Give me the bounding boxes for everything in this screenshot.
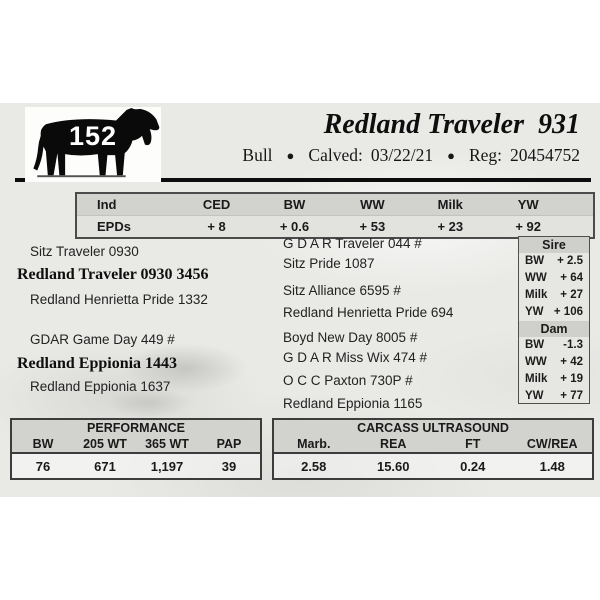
pedigree-gen3-item: Boyd New Day 8005 # [283, 330, 418, 345]
carc-cwrea-value: 1.48 [539, 458, 565, 474]
carcass-ultrasound-table: CARCASS ULTRASOUND Marb. REA FT CW/REA 2… [272, 418, 594, 480]
carc-ft-value: 0.24 [460, 458, 486, 474]
epd-col-ind: Ind [97, 197, 117, 212]
trait-label: Milk [525, 289, 548, 301]
header-divider [15, 178, 591, 182]
epd-col-bw: BW [283, 197, 306, 212]
pedigree-gen3-item: Sitz Alliance 6595 # [283, 283, 401, 298]
trait-label: YW [525, 306, 544, 318]
carc-col-rea: REA [380, 436, 407, 451]
trait-value: + 2.5 [557, 255, 583, 267]
perf-col-205wt: 205 WT [83, 436, 127, 451]
pedigree-gen3-item: O C C Paxton 730P # [283, 373, 413, 388]
sire-epd-row: BW + 2.5 [519, 253, 589, 270]
carc-marb-value: 2.58 [301, 458, 327, 474]
lot-number: 152 [68, 121, 118, 151]
perf-pap-value: 39 [221, 458, 237, 474]
calved-date: 03/22/21 [370, 145, 434, 165]
trait-value: + 106 [553, 306, 583, 318]
parent-epds-box: Sire BW + 2.5 WW + 64 Milk + 27 YW + 106… [518, 236, 590, 404]
trait-value: + 42 [560, 356, 583, 368]
calved-label: Calved: [308, 145, 363, 165]
pedigree-dam-granddam: Redland Eppionia 1637 [30, 379, 171, 394]
trait-label: BW [525, 255, 545, 267]
dam-epd-row: YW + 77 [519, 388, 589, 405]
performance-title: PERFORMANCE [12, 420, 260, 435]
epd-table-header-row: Ind CED BW WW Milk YW [77, 194, 593, 215]
dam-epds-header: Dam [519, 321, 589, 337]
pedigree-gen3-item: Redland Henrietta Pride 694 [283, 305, 454, 320]
trait-label: Milk [525, 373, 548, 385]
performance-header-row: BW 205 WT 365 WT PAP [12, 435, 260, 454]
epd-ww-value: + 53 [359, 219, 386, 234]
trait-value: + 27 [560, 289, 583, 301]
dam-epd-row: BW -1.3 [519, 337, 589, 354]
perf-365wt-value: 1,197 [150, 458, 184, 474]
pedigree-gen3-item: G D A R Traveler 044 # [283, 236, 422, 251]
perf-col-pap: PAP [216, 436, 242, 451]
sire-epd-row: YW + 106 [519, 304, 589, 321]
pedigree-gen3-item: G D A R Miss Wix 474 # [283, 350, 428, 365]
dam-epd-row: WW + 42 [519, 354, 589, 371]
epd-yw-value: + 92 [515, 219, 542, 234]
trait-value: + 19 [560, 373, 583, 385]
sire-epd-row: Milk + 27 [519, 287, 589, 304]
epd-table: Ind CED BW WW Milk YW EPDs + 8 + 0.6 + 5… [75, 192, 595, 239]
performance-table: PERFORMANCE BW 205 WT 365 WT PAP 76 671 … [10, 418, 262, 480]
trait-label: BW [525, 339, 545, 351]
perf-col-bw: BW [32, 436, 54, 451]
header: Redland Traveler 931 Bull ● Calved: 03/2… [242, 109, 580, 166]
trait-value: + 77 [560, 390, 583, 402]
epd-bw-value: + 0.6 [279, 219, 310, 234]
epd-ced-value: + 8 [207, 219, 226, 234]
bull-silhouette-icon [33, 107, 160, 178]
pedigree-sire-name: Redland Traveler 0930 3456 [17, 266, 209, 283]
pedigree-gen3-item: Redland Eppionia 1165 [283, 396, 423, 411]
dam-epd-row: Milk + 19 [519, 371, 589, 388]
perf-bw-value: 76 [35, 458, 51, 474]
pedigree-dam-name: Redland Eppionia 1443 [17, 355, 178, 372]
trait-value: -1.3 [563, 339, 583, 351]
epd-milk-value: + 23 [437, 219, 464, 234]
bullet-separator: ● [447, 148, 455, 163]
epd-row-label: EPDs [97, 219, 131, 234]
performance-value-row: 76 671 1,197 39 [12, 454, 260, 478]
carc-col-cwrea: CW/REA [526, 436, 578, 451]
carcass-title: CARCASS ULTRASOUND [274, 420, 592, 435]
reg-number: 20454752 [510, 145, 580, 165]
lot-photo-box: 152 [25, 107, 161, 182]
carc-col-marb: Marb. [297, 436, 331, 451]
sex-label: Bull [242, 145, 273, 165]
trait-label: WW [525, 356, 547, 368]
trait-label: YW [525, 390, 544, 402]
sire-epds-header: Sire [519, 237, 589, 253]
epd-col-milk: Milk [437, 197, 463, 212]
sire-epd-row: WW + 64 [519, 270, 589, 287]
epd-col-ced: CED [202, 197, 231, 212]
pedigree-sire-grandsire: Sitz Traveler 0930 [30, 244, 139, 259]
trait-label: WW [525, 272, 547, 284]
carc-rea-value: 15.60 [376, 458, 410, 474]
epd-table-value-row: EPDs + 8 + 0.6 + 53 + 23 + 92 [77, 215, 593, 237]
carc-col-ft: FT [465, 436, 481, 451]
carcass-header-row: Marb. REA FT CW/REA [274, 435, 592, 454]
animal-subtitle: Bull ● Calved: 03/22/21 ● Reg: 20454752 [242, 145, 580, 166]
animal-name-title: Redland Traveler 931 [323, 109, 580, 140]
epd-col-ww: WW [360, 197, 385, 212]
perf-205wt-value: 671 [94, 458, 116, 474]
catalog-photo-background: 152 Redland Traveler 931 Bull ● Calved: … [0, 103, 600, 497]
perf-col-365wt: 365 WT [145, 436, 189, 451]
pedigree-gen3-item: Sitz Pride 1087 [283, 256, 375, 271]
bullet-separator: ● [286, 148, 295, 163]
trait-value: + 64 [560, 272, 583, 284]
carcass-value-row: 2.58 15.60 0.24 1.48 [274, 454, 592, 478]
pedigree-dam-grandsire: GDAR Game Day 449 # [30, 332, 175, 347]
pedigree-sire-granddam: Redland Henrietta Pride 1332 [30, 292, 208, 307]
reg-label: Reg: [468, 145, 502, 165]
epd-col-yw: YW [517, 197, 539, 212]
